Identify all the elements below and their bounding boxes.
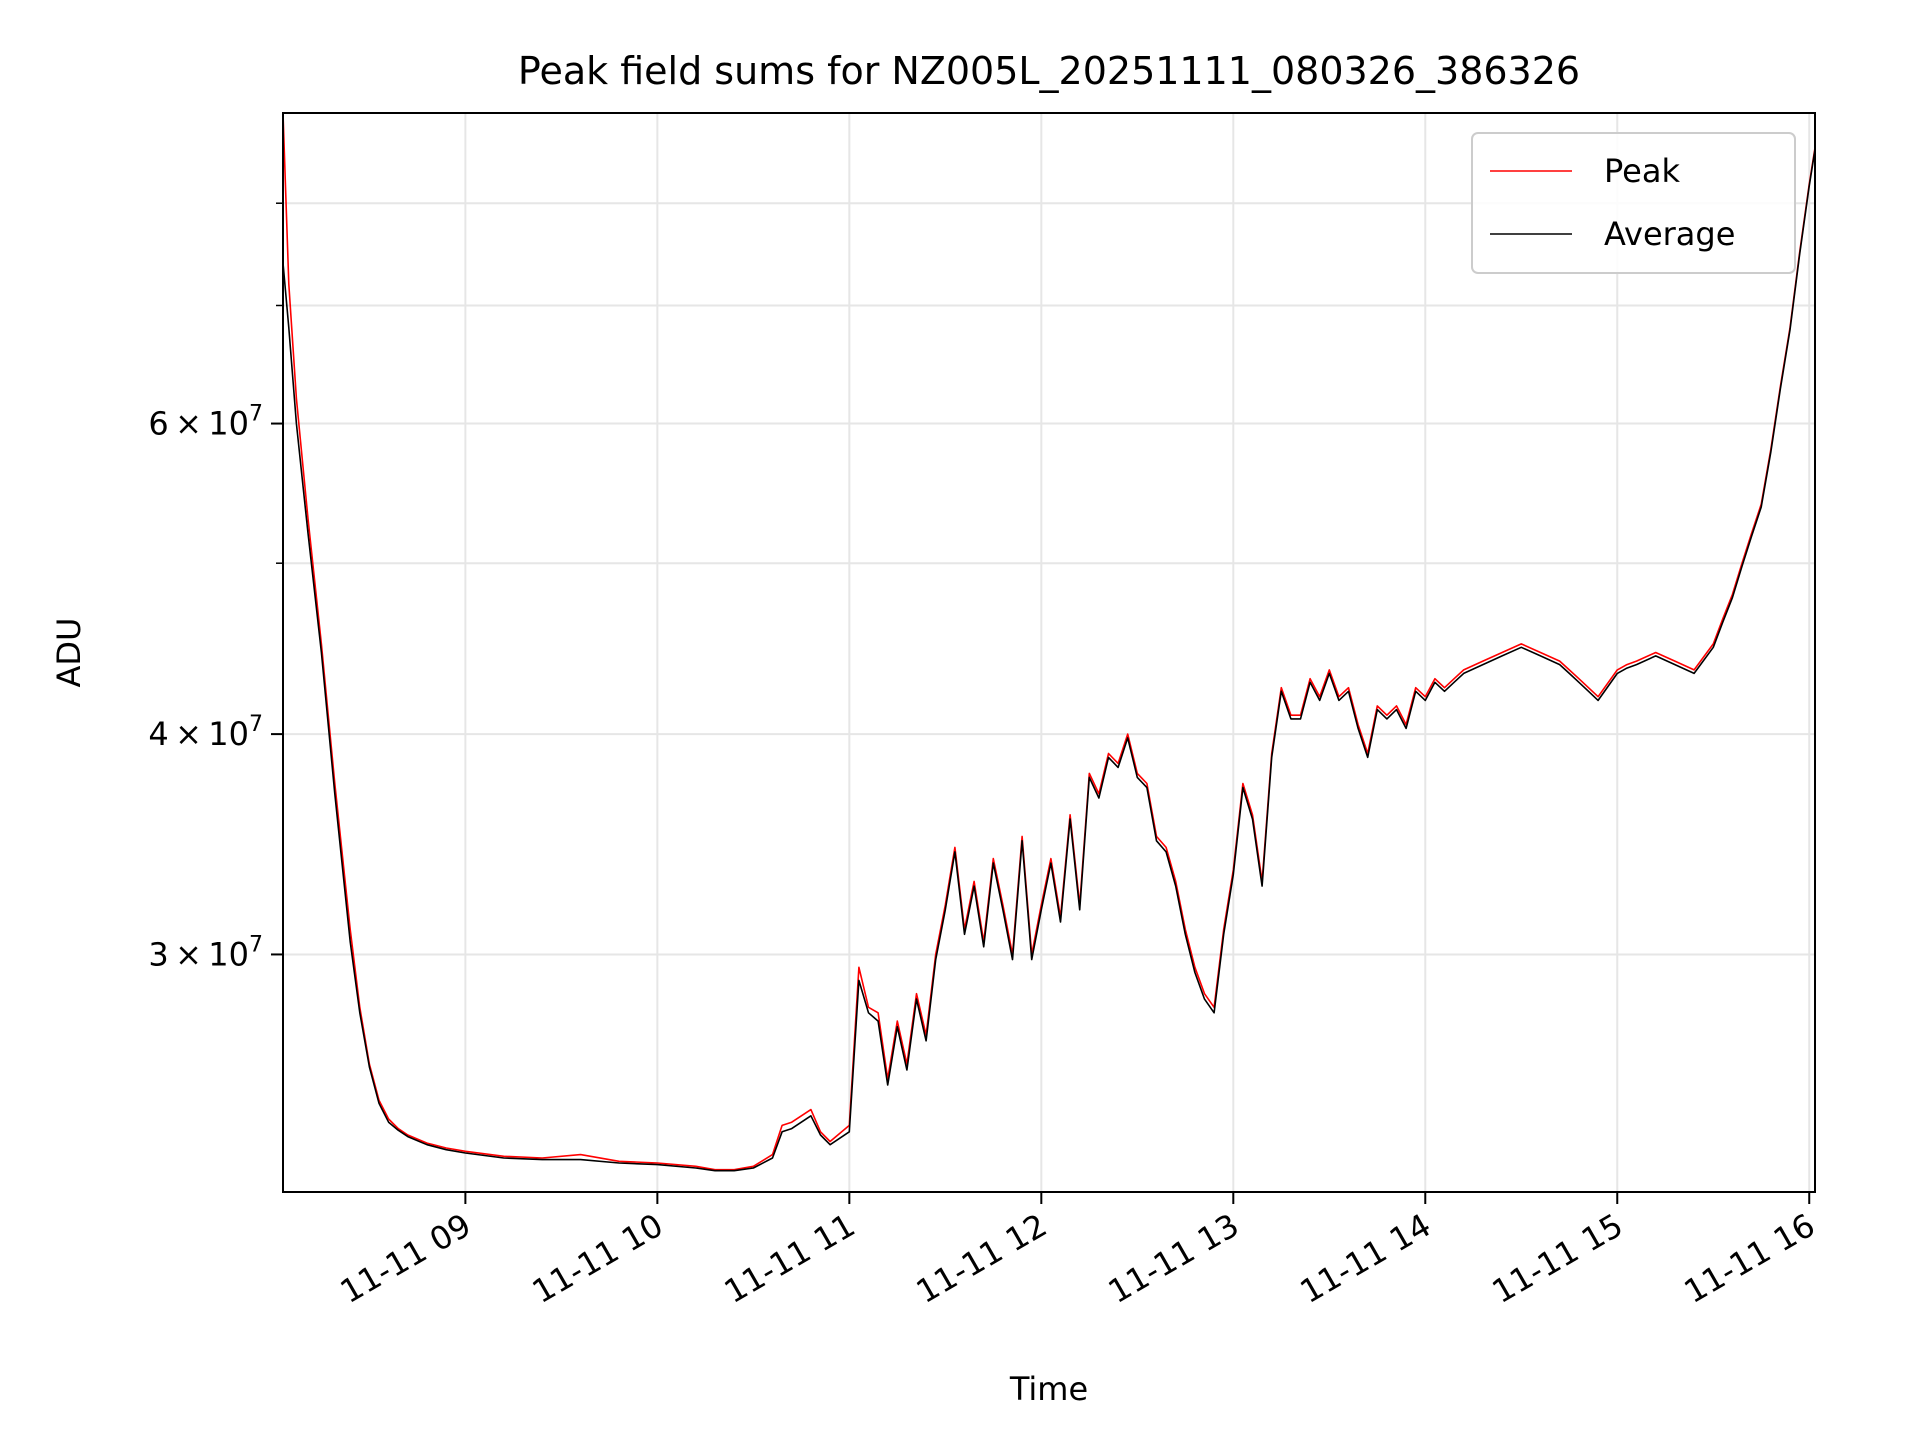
y-tick-label: 4 × 107 xyxy=(148,712,263,753)
legend-label-peak: Peak xyxy=(1604,152,1680,190)
legend: Peak Average xyxy=(1471,132,1796,274)
y-tick-label: 3 × 107 xyxy=(148,932,263,973)
series-average-line xyxy=(283,149,1815,1172)
y-axis-label: ADU xyxy=(50,618,88,688)
y-tick-label: 6 × 107 xyxy=(148,402,263,443)
plot-frame xyxy=(282,112,1816,1193)
x-axis-label: Time xyxy=(1009,1370,1088,1408)
series-layer xyxy=(283,113,1815,1172)
legend-box xyxy=(1471,132,1796,274)
series-peak-line xyxy=(283,113,1815,1171)
chart-title: Peak field sums for NZ005L_20251111_0803… xyxy=(518,49,1580,93)
grid xyxy=(283,113,1815,1192)
legend-label-average: Average xyxy=(1604,215,1735,253)
